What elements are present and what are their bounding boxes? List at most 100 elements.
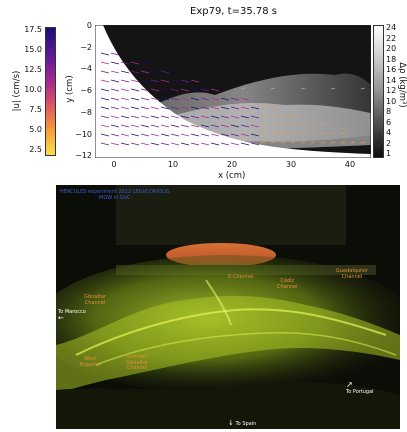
label-northern-gibraltar-channel: Northern Gibraltar Channel [126, 354, 149, 371]
velocity-vector [320, 123, 326, 126]
density-colorbar-tick: 16 [386, 65, 397, 74]
y-axis-tick: −10 [75, 129, 92, 139]
velocity-vector [200, 115, 210, 119]
velocity-vector [300, 132, 306, 135]
velocity-vector [140, 97, 150, 101]
velocity-vector [230, 133, 240, 137]
speed-colorbar-tick: 12.5 [24, 65, 42, 74]
velocity-vector [110, 124, 120, 128]
speed-colorbar-tick: 10.0 [24, 85, 42, 94]
velocity-vector [290, 141, 296, 144]
velocity-vector [130, 115, 140, 119]
velocity-vector [180, 106, 190, 110]
velocity-vector [200, 88, 210, 92]
speed-colorbar-tick: 17.5 [24, 25, 42, 34]
x-axis-tick: 0 [111, 160, 117, 169]
velocity-vector [150, 70, 160, 74]
velocity-vector [220, 106, 230, 110]
velocity-vector [210, 142, 220, 146]
y-axis-label: y (cm) [65, 75, 75, 103]
velocity-vector [240, 142, 250, 146]
density-colorbar-tick: 18 [386, 54, 397, 64]
velocity-vector [140, 142, 150, 146]
y-axis-tick: 0 [86, 21, 92, 30]
velocity-vector [230, 142, 240, 146]
velocity-vector [110, 88, 120, 92]
velocity-vector [140, 124, 150, 128]
velocity-vector [110, 106, 120, 110]
speed-colorbar-tick: 15.0 [24, 45, 42, 54]
lab-photo: HERCULES experiment 2022 LEGI/CORIOLIS M… [56, 185, 400, 429]
velocity-vector [110, 97, 120, 101]
velocity-vector [310, 123, 316, 126]
density-colorbar [373, 25, 384, 158]
velocity-vector [100, 133, 110, 137]
velocity-vector [170, 133, 180, 137]
velocity-vector [120, 124, 130, 128]
velocity-vector [210, 124, 220, 128]
y-axis-tick: −6 [80, 86, 92, 96]
velocity-vector [140, 79, 150, 83]
velocity-vector [100, 88, 110, 92]
x-axis-label: x (cm) [218, 171, 246, 181]
density-colorbar-tick: 4 [386, 128, 392, 137]
velocity-vector [190, 79, 200, 83]
velocity-vector [130, 142, 140, 146]
velocity-vector [130, 70, 140, 74]
velocity-vector [290, 132, 296, 135]
velocity-vector [200, 124, 210, 128]
velocity-vector [300, 141, 306, 144]
velocity-vector [160, 106, 170, 110]
velocity-vector [330, 132, 336, 135]
velocity-vector [310, 141, 316, 144]
velocity-vector [240, 124, 250, 128]
velocity-vector [110, 142, 120, 146]
velocity-vector [210, 115, 220, 119]
velocity-vector [360, 87, 366, 90]
label-to-marocco: To Marocco ← [58, 309, 86, 322]
speed-colorbar-tick: 7.5 [29, 105, 42, 114]
velocity-vector [170, 79, 180, 83]
velocity-vector [200, 97, 210, 101]
velocity-vector [100, 115, 110, 119]
velocity-vector [150, 133, 160, 137]
velocity-vector [300, 123, 306, 126]
density-colorbar-tick: 20 [386, 44, 397, 53]
velocity-vector [140, 115, 150, 119]
velocity-vector [120, 106, 130, 110]
velocity-vector [170, 124, 180, 128]
x-axis-tick: 10 [167, 160, 179, 169]
density-colorbar-label: Δρ (kg/m³) [397, 62, 407, 108]
velocity-vector [140, 106, 150, 110]
velocity-vector [140, 61, 150, 65]
velocity-vector [260, 123, 266, 126]
velocity-vector [300, 87, 306, 90]
velocity-vector [180, 88, 190, 92]
velocity-vector [320, 132, 326, 135]
y-axis-tick: −12 [75, 151, 92, 161]
velocity-vector [130, 79, 140, 83]
velocity-vector [230, 115, 240, 119]
density-colorbar-tick: 22 [386, 33, 397, 43]
label-e-channel: E-Channel [228, 274, 254, 280]
x-axis-tick: 30 [285, 160, 297, 169]
velocity-vector [330, 87, 336, 90]
density-colorbar-tick: 2 [386, 138, 392, 148]
velocity-vector [250, 115, 260, 119]
velocity-vector [330, 141, 336, 144]
velocity-vector [250, 106, 260, 110]
velocity-vector [270, 123, 276, 126]
velocity-vector [110, 79, 120, 83]
velocity-vector [120, 61, 130, 65]
photo-header: HERCULES experiment 2022 LEGI/CORIOLIS M… [60, 189, 170, 201]
velocity-vector [100, 52, 110, 56]
velocity-vector [100, 70, 110, 74]
velocity-vector [190, 88, 200, 92]
velocity-vector [120, 70, 130, 74]
velocity-vector [270, 114, 276, 117]
velocity-vector [230, 124, 240, 128]
velocity-vector [240, 97, 250, 101]
velocity-vector [120, 79, 130, 83]
velocity-vector [140, 88, 150, 92]
label-cadiz-channel: Cádiz Channel [277, 278, 298, 290]
